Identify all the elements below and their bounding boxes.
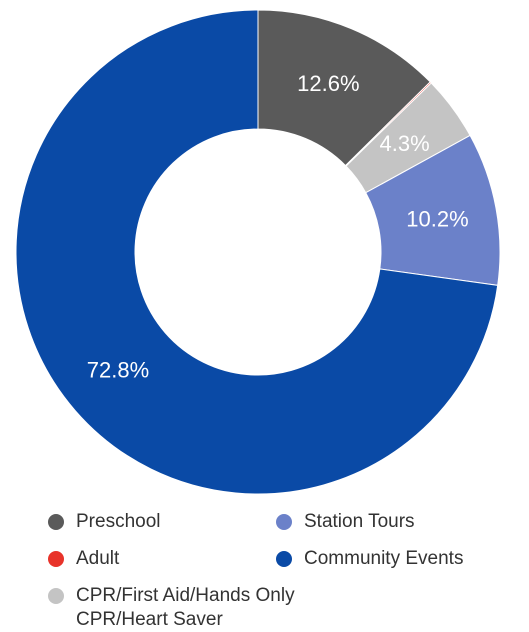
legend-label: Preschool xyxy=(76,511,161,532)
donut-svg: 12.6% 4.3% 10.2% 72.8% xyxy=(15,9,501,495)
slice-label-3: 10.2% xyxy=(406,206,468,231)
slice-label-2: 4.3% xyxy=(380,131,430,156)
legend-swatch xyxy=(276,551,292,567)
legend-swatch xyxy=(48,588,64,604)
legend-swatch xyxy=(276,514,292,530)
legend-swatch xyxy=(48,551,64,567)
legend-item-2: CPR/First Aid/Hands Only CPR/Heart Saver xyxy=(48,584,295,632)
legend-label: Community Events xyxy=(304,548,464,569)
legend-item-4: Community Events xyxy=(276,547,463,571)
legend-item-1: Adult xyxy=(48,547,119,571)
slice-label-4: 72.8% xyxy=(87,358,149,383)
legend-item-3: Station Tours xyxy=(276,510,415,534)
legend: Preschool Station Tours Adult Community Eve… xyxy=(0,500,529,630)
legend-item-0: Preschool xyxy=(48,510,161,534)
legend-label: Station Tours xyxy=(304,511,415,532)
slice-4 xyxy=(15,9,499,495)
legend-label: CPR/First Aid/Hands Only CPR/Heart Saver xyxy=(76,585,295,630)
legend-label: Adult xyxy=(76,548,120,569)
legend-swatch xyxy=(48,514,64,530)
slice-label-0: 12.6% xyxy=(297,71,359,96)
